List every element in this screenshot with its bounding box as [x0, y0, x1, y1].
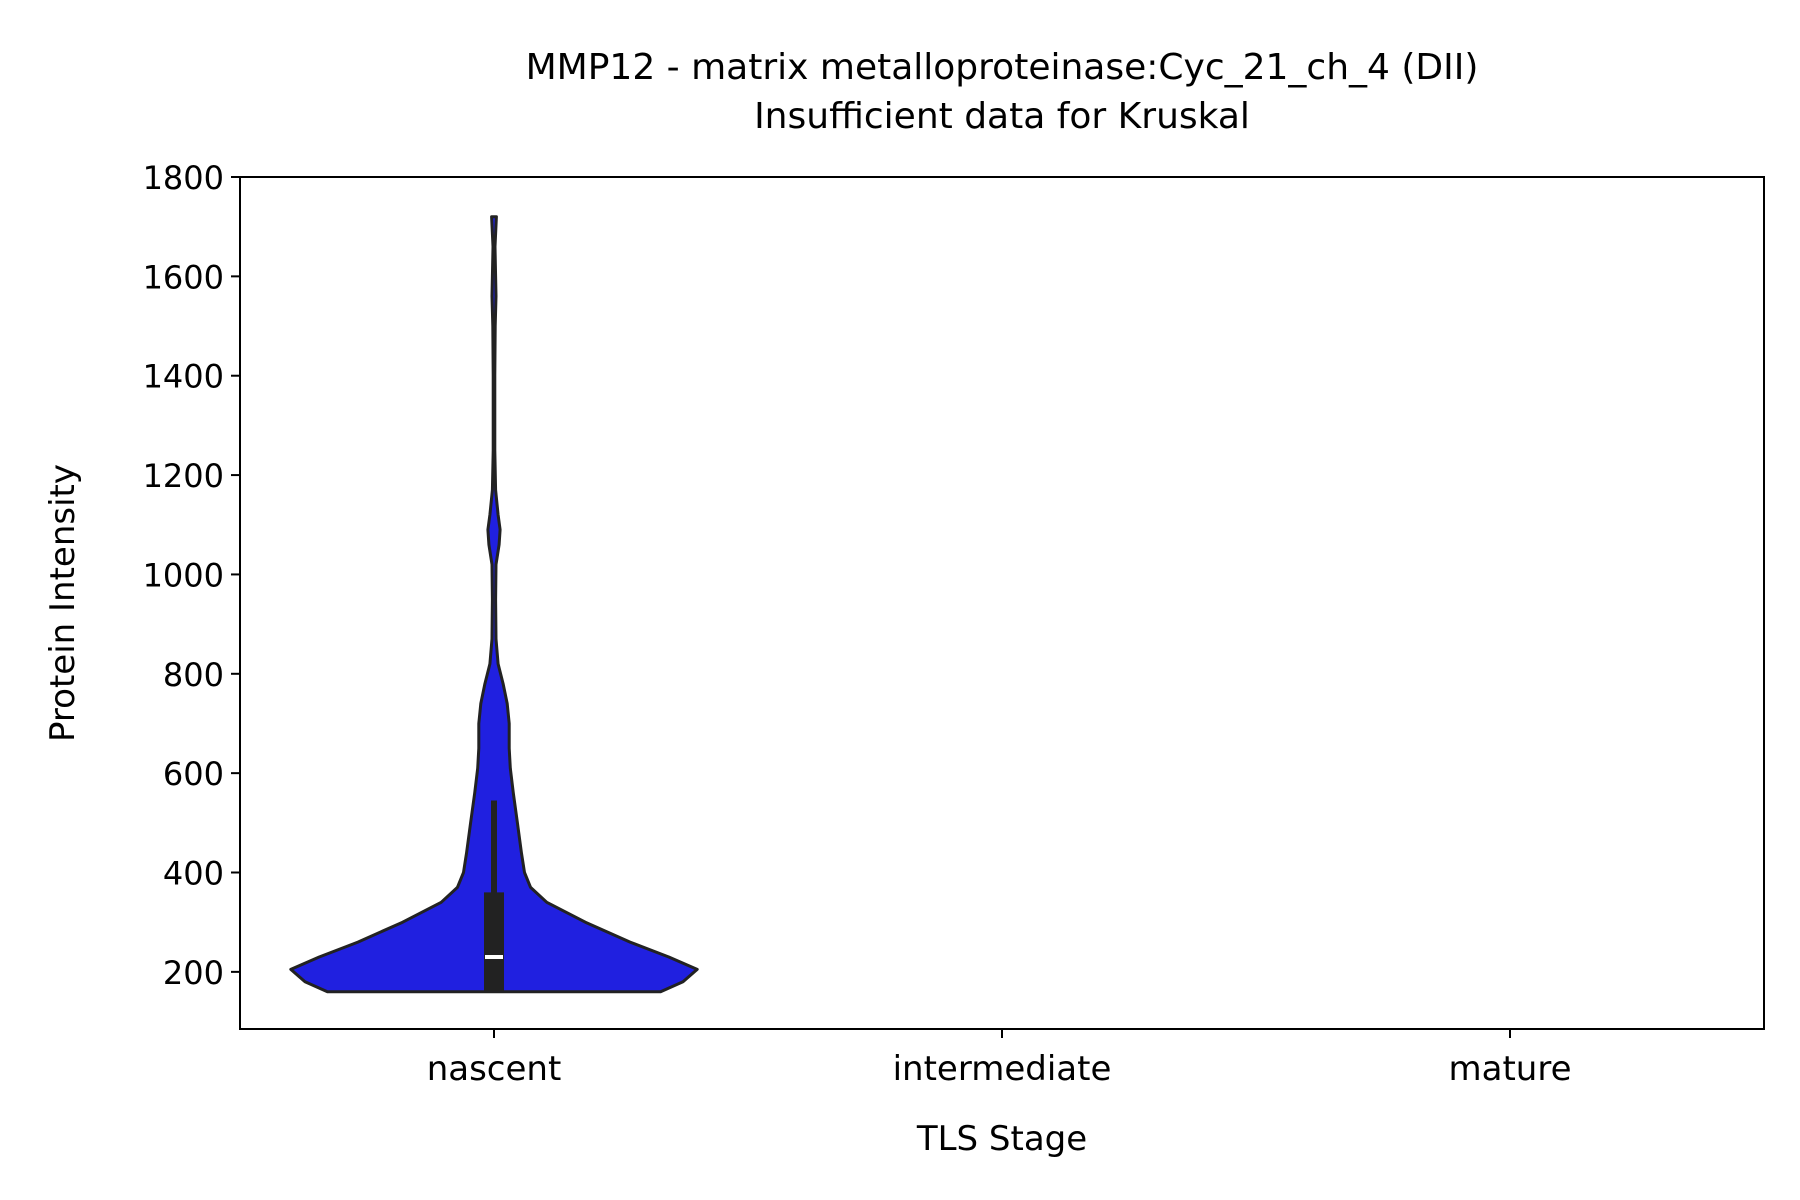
violin-body-nascent [289, 215, 699, 994]
y-tick-label: 1000 [143, 556, 224, 594]
x-tick-label-mature: mature [1449, 1049, 1572, 1089]
plot-frame [239, 176, 1765, 1030]
y-tick-label: 1800 [143, 159, 224, 197]
chart-subtitle: Insufficient data for Kruskal [754, 96, 1250, 137]
y-tick-label: 600 [163, 755, 224, 793]
y-axis-ticks: 200 400 600 800 1000 1200 1400 1600 1800 [143, 159, 240, 992]
y-tick-label: 800 [163, 656, 224, 694]
y-tick-label: 200 [163, 954, 224, 992]
x-axis-label: TLS Stage [916, 1119, 1087, 1159]
violin-layer [289, 215, 699, 994]
x-tick-label-nascent: nascent [427, 1049, 562, 1089]
y-tick-label: 400 [163, 855, 224, 893]
y-tick-label: 1400 [143, 358, 224, 396]
y-tick-label: 1600 [143, 258, 224, 296]
x-tick-label-intermediate: intermediate [893, 1049, 1112, 1089]
chart-title: MMP12 - matrix metalloproteinase:Cyc_21_… [526, 47, 1479, 88]
x-axis-ticks: nascent intermediate mature [427, 1029, 1572, 1089]
y-axis-label: Protein Intensity [43, 464, 83, 742]
violin-iqr-box-nascent [484, 892, 504, 992]
y-tick-label: 1200 [143, 457, 224, 495]
